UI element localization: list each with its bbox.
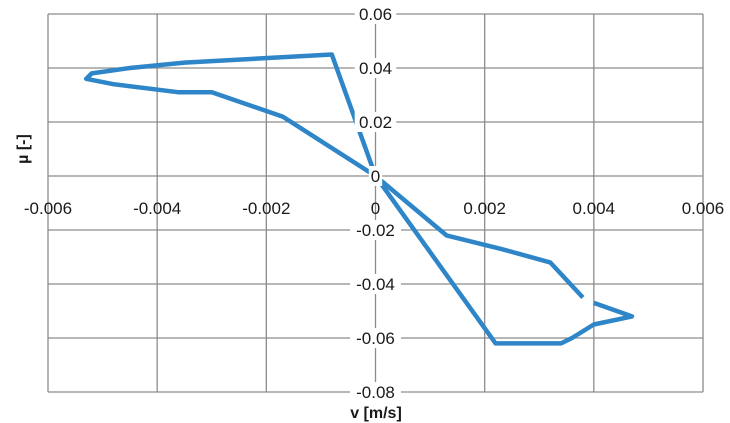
- y-tick-label-backing: [350, 274, 401, 294]
- x-tick-label: -0.002: [242, 199, 290, 218]
- y-tick-label: 0.06: [359, 5, 392, 24]
- y-axis-title: µ [-]: [15, 134, 32, 164]
- y-tick-label-backing: [354, 4, 397, 24]
- y-tick-label-backing: [354, 112, 397, 132]
- x-tick-label: 0: [371, 199, 380, 218]
- y-tick-label-backing: [350, 382, 401, 402]
- x-tick-label: -0.004: [133, 199, 181, 218]
- y-tick-label: -0.04: [356, 275, 395, 294]
- x-axis-ticks: -0.006 -0.004 -0.002 0 0.002 0.004 0.006: [24, 199, 724, 218]
- series-line-2: [83, 52, 635, 346]
- y-tick-label-backing: [354, 58, 397, 78]
- x-tick-label: 0.006: [682, 199, 725, 218]
- x-axis-title: v [m/s]: [350, 405, 402, 422]
- y-axis-ticks: 0.06 0.04 0.02 0 -0.02 -0.04 -0.06 -0.08: [350, 4, 401, 402]
- x-tick-label: -0.006: [24, 199, 72, 218]
- y-tick-label: -0.08: [356, 383, 395, 402]
- y-tick-label-backing: [368, 166, 383, 186]
- y-tick-label-backing: [350, 328, 401, 348]
- y-tick-label: -0.06: [356, 329, 395, 348]
- series-line-1: [374, 174, 585, 300]
- y-tick-label: 0: [371, 167, 380, 186]
- y-tick-label-backing: [350, 220, 401, 240]
- y-tick-label: -0.02: [356, 221, 395, 240]
- y-tick-label: 0.04: [359, 59, 392, 78]
- y-tick-label: 0.02: [359, 113, 392, 132]
- series-layer: [83, 52, 635, 346]
- x-tick-label: 0.004: [573, 199, 616, 218]
- x-tick-label: 0.002: [463, 199, 506, 218]
